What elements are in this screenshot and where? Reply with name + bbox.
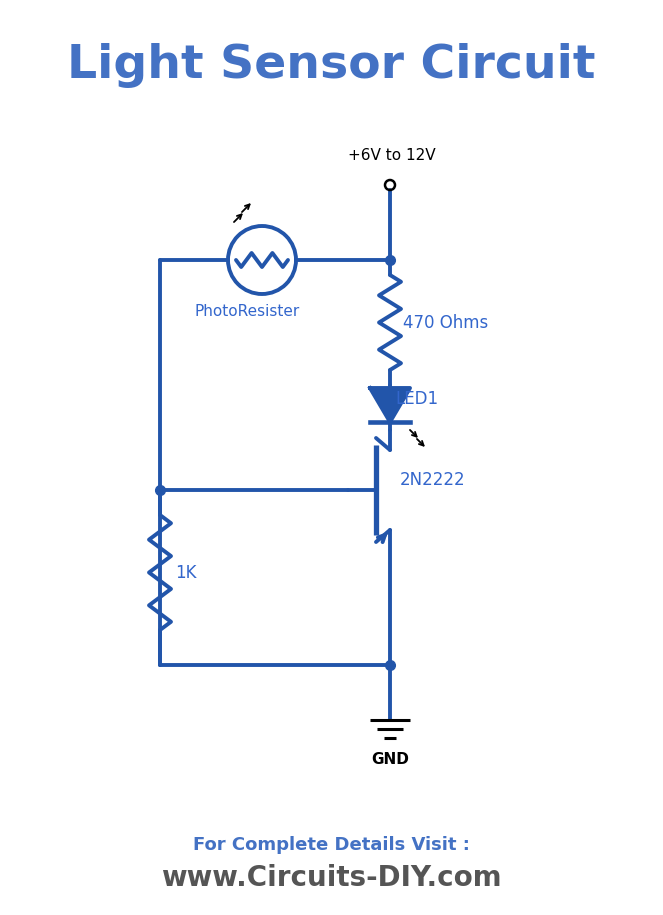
Text: LED1: LED1 — [395, 390, 438, 408]
Text: 1K: 1K — [175, 564, 196, 582]
Text: www.Circuits-DIY.com: www.Circuits-DIY.com — [160, 864, 501, 892]
Text: Light Sensor Circuit: Light Sensor Circuit — [67, 42, 595, 88]
Text: 2N2222: 2N2222 — [400, 471, 465, 489]
Text: For Complete Details Visit :: For Complete Details Visit : — [192, 836, 469, 854]
Polygon shape — [370, 388, 410, 422]
Text: GND: GND — [371, 752, 409, 767]
Text: +6V to 12V: +6V to 12V — [348, 148, 436, 163]
Text: 470 Ohms: 470 Ohms — [403, 314, 488, 331]
Text: PhotoResister: PhotoResister — [194, 304, 300, 319]
